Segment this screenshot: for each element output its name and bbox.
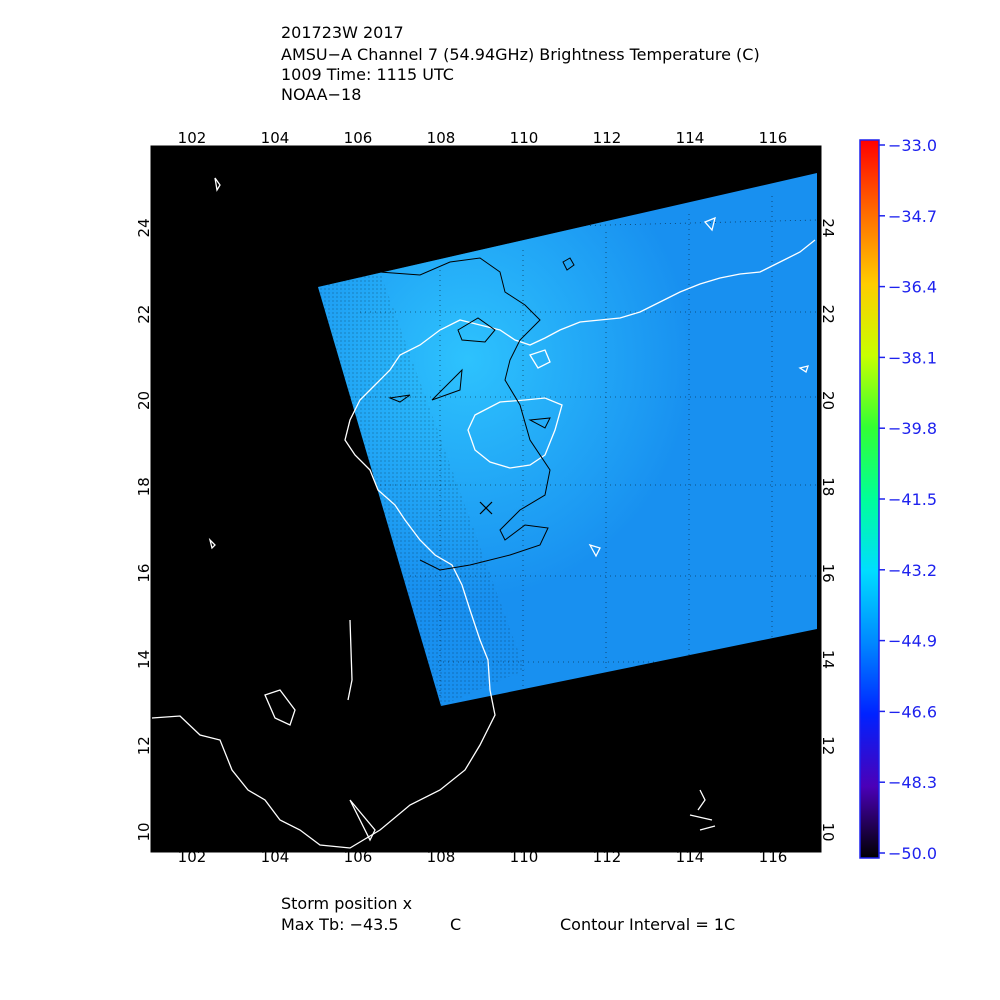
max-tb-unit: C (450, 915, 462, 934)
lat-tick-label: 24 (819, 218, 837, 237)
lon-tick-label: 110 (510, 129, 539, 147)
lon-tick-label: 114 (676, 848, 705, 866)
temperature-contours (379, 257, 575, 571)
colorbar: −33.0 −34.7 −36.4 −38.1 −39.8 −41.5 −43.2 −44.9… (859, 136, 937, 863)
lat-tick-label: 22 (819, 305, 837, 324)
lon-axis-bottom: 102 104 106 108 110 112 114 116 (178, 848, 788, 866)
contour-interval: Contour Interval = 1C (560, 915, 736, 934)
lat-tick-label: 18 (819, 477, 837, 496)
colorbar-tick-label: −33.0 (888, 136, 937, 155)
lat-tick-label: 10 (819, 822, 837, 841)
header-storm-id: 201723W 2017 (281, 23, 404, 42)
lat-tick-label: 14 (135, 650, 153, 669)
graticule (350, 196, 818, 700)
colorbar-tick-label: −36.4 (888, 278, 937, 297)
lat-tick-label: 12 (819, 736, 837, 755)
lon-tick-label: 104 (261, 848, 290, 866)
lat-tick-label: 10 (135, 822, 153, 841)
lat-tick-label: 14 (819, 650, 837, 669)
lat-axis-right: 10 12 14 16 18 20 22 24 (819, 218, 837, 841)
lon-tick-label: 114 (676, 129, 705, 147)
colorbar-tick-label: −46.6 (888, 702, 937, 721)
colorbar-tick-label: −50.0 (888, 844, 937, 863)
lon-tick-label: 112 (593, 129, 622, 147)
lon-axis-top: 102 104 106 108 110 112 114 116 (178, 129, 788, 147)
storm-position-marker (479, 501, 493, 515)
lat-tick-label: 22 (135, 305, 153, 324)
colorbar-tick-label: −41.5 (888, 490, 937, 509)
header-satellite: NOAA−18 (281, 85, 362, 104)
lon-tick-label: 116 (759, 129, 788, 147)
header-time: 1009 Time: 1115 UTC (281, 65, 454, 84)
max-tb-value: Max Tb: −43.5 (281, 915, 399, 934)
lon-tick-label: 102 (178, 129, 207, 147)
lon-tick-label: 108 (427, 129, 456, 147)
storm-position-legend: Storm position x (281, 894, 413, 913)
lon-tick-label: 106 (344, 129, 373, 147)
lon-tick-label: 108 (427, 848, 456, 866)
header-product-title: AMSU−A Channel 7 (54.94GHz) Brightness T… (281, 45, 760, 64)
lon-tick-label: 112 (593, 848, 622, 866)
lat-tick-label: 24 (135, 218, 153, 237)
lat-axis-left: 10 12 14 16 18 20 22 24 (135, 218, 153, 841)
lat-tick-label: 16 (819, 564, 837, 583)
colorbar-tick-label: −38.1 (888, 348, 937, 367)
colorbar-tick-label: −43.2 (888, 561, 937, 580)
colorbar-tick-label: −34.7 (888, 207, 937, 226)
lat-tick-label: 20 (819, 391, 837, 410)
colorbar-tick-label: −44.9 (888, 632, 937, 651)
lat-tick-label: 20 (135, 391, 153, 410)
lon-tick-label: 102 (178, 848, 207, 866)
lon-tick-label: 104 (261, 129, 290, 147)
lat-tick-label: 18 (135, 477, 153, 496)
lon-tick-label: 106 (344, 848, 373, 866)
lat-tick-label: 12 (135, 736, 153, 755)
colorbar-tick-label: −39.8 (888, 419, 937, 438)
colorbar-tick-label: −48.3 (888, 773, 937, 792)
lon-tick-label: 110 (510, 848, 539, 866)
lat-tick-label: 16 (135, 564, 153, 583)
lon-tick-label: 116 (759, 848, 788, 866)
coastlines (151, 177, 816, 849)
brightness-swath (318, 173, 817, 706)
